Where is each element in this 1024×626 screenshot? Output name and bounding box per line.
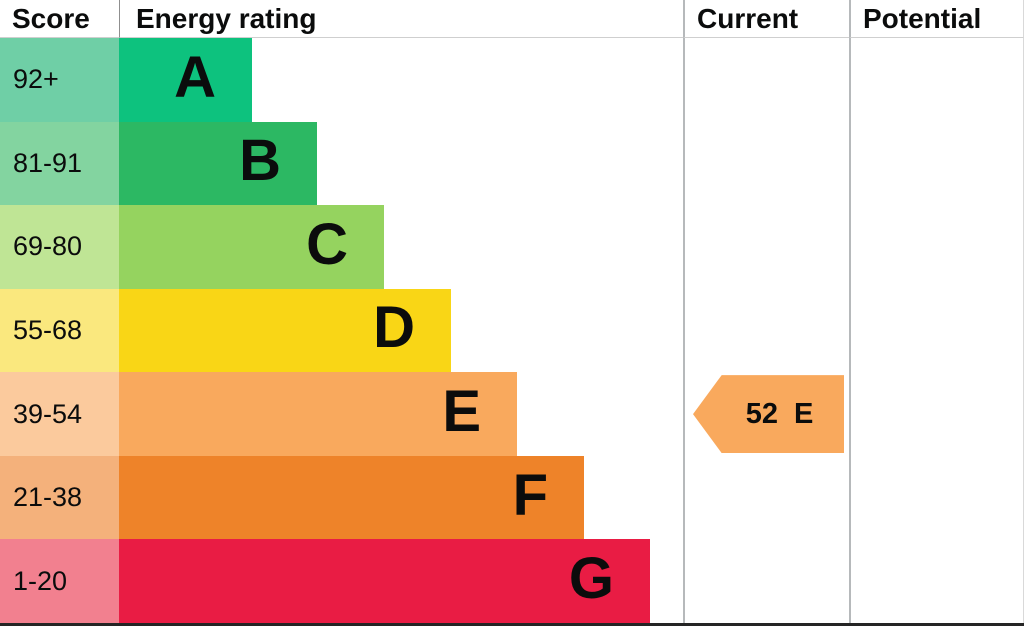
rating-bar-c: C <box>119 205 384 289</box>
current-cell-d <box>683 288 849 373</box>
current-cell-g <box>683 539 849 623</box>
energy-rating-header: Energy rating <box>119 0 683 38</box>
potential-cell-a <box>849 38 1024 122</box>
rating-row-g: G <box>119 539 683 623</box>
score-range-a: 92+ <box>0 38 119 122</box>
current-cell-a <box>683 38 849 122</box>
band-letter-e: E <box>442 379 481 445</box>
score-range-e: 39-54 <box>0 372 119 456</box>
score-header: Score <box>0 0 119 38</box>
rating-bar-g: G <box>119 539 650 623</box>
potential-cell-e <box>849 372 1024 456</box>
rating-bar-e: E <box>119 372 517 456</box>
band-letter-c: C <box>306 211 348 277</box>
potential-cell-g <box>849 539 1024 623</box>
current-cell-f <box>683 455 849 540</box>
band-letter-b: B <box>239 128 281 194</box>
rating-row-e: E <box>119 372 683 456</box>
current-cell-c <box>683 205 849 289</box>
rating-bar-a: A <box>119 38 252 122</box>
score-range-f: 21-38 <box>0 455 119 540</box>
score-range-c: 69-80 <box>0 205 119 289</box>
band-letter-a: A <box>174 44 216 110</box>
potential-cell-f <box>849 455 1024 540</box>
band-letter-f: F <box>512 462 548 528</box>
potential-header: Potential <box>849 0 1024 38</box>
band-letter-g: G <box>568 546 614 612</box>
rating-bar-d: D <box>119 288 451 373</box>
score-range-d: 55-68 <box>0 288 119 373</box>
potential-cell-b <box>849 121 1024 206</box>
potential-cell-c <box>849 205 1024 289</box>
rating-row-a: A <box>119 38 683 122</box>
rating-row-d: D <box>119 288 683 373</box>
current-score-value: 52 <box>745 397 778 430</box>
score-range-g: 1-20 <box>0 539 119 623</box>
current-band-letter: E <box>793 397 814 430</box>
rating-bar-b: B <box>119 121 317 206</box>
rating-row-b: B <box>119 121 683 206</box>
potential-cell-d <box>849 288 1024 373</box>
rating-row-f: F <box>119 455 683 540</box>
current-cell-e: 52 E <box>683 372 849 456</box>
current-rating-arrow: 52 E <box>693 375 844 454</box>
score-range-b: 81-91 <box>0 121 119 206</box>
current-cell-b <box>683 121 849 206</box>
band-letter-d: D <box>373 295 415 361</box>
rating-bar-f: F <box>119 455 584 540</box>
rating-row-c: C <box>119 205 683 289</box>
current-header: Current <box>683 0 849 38</box>
